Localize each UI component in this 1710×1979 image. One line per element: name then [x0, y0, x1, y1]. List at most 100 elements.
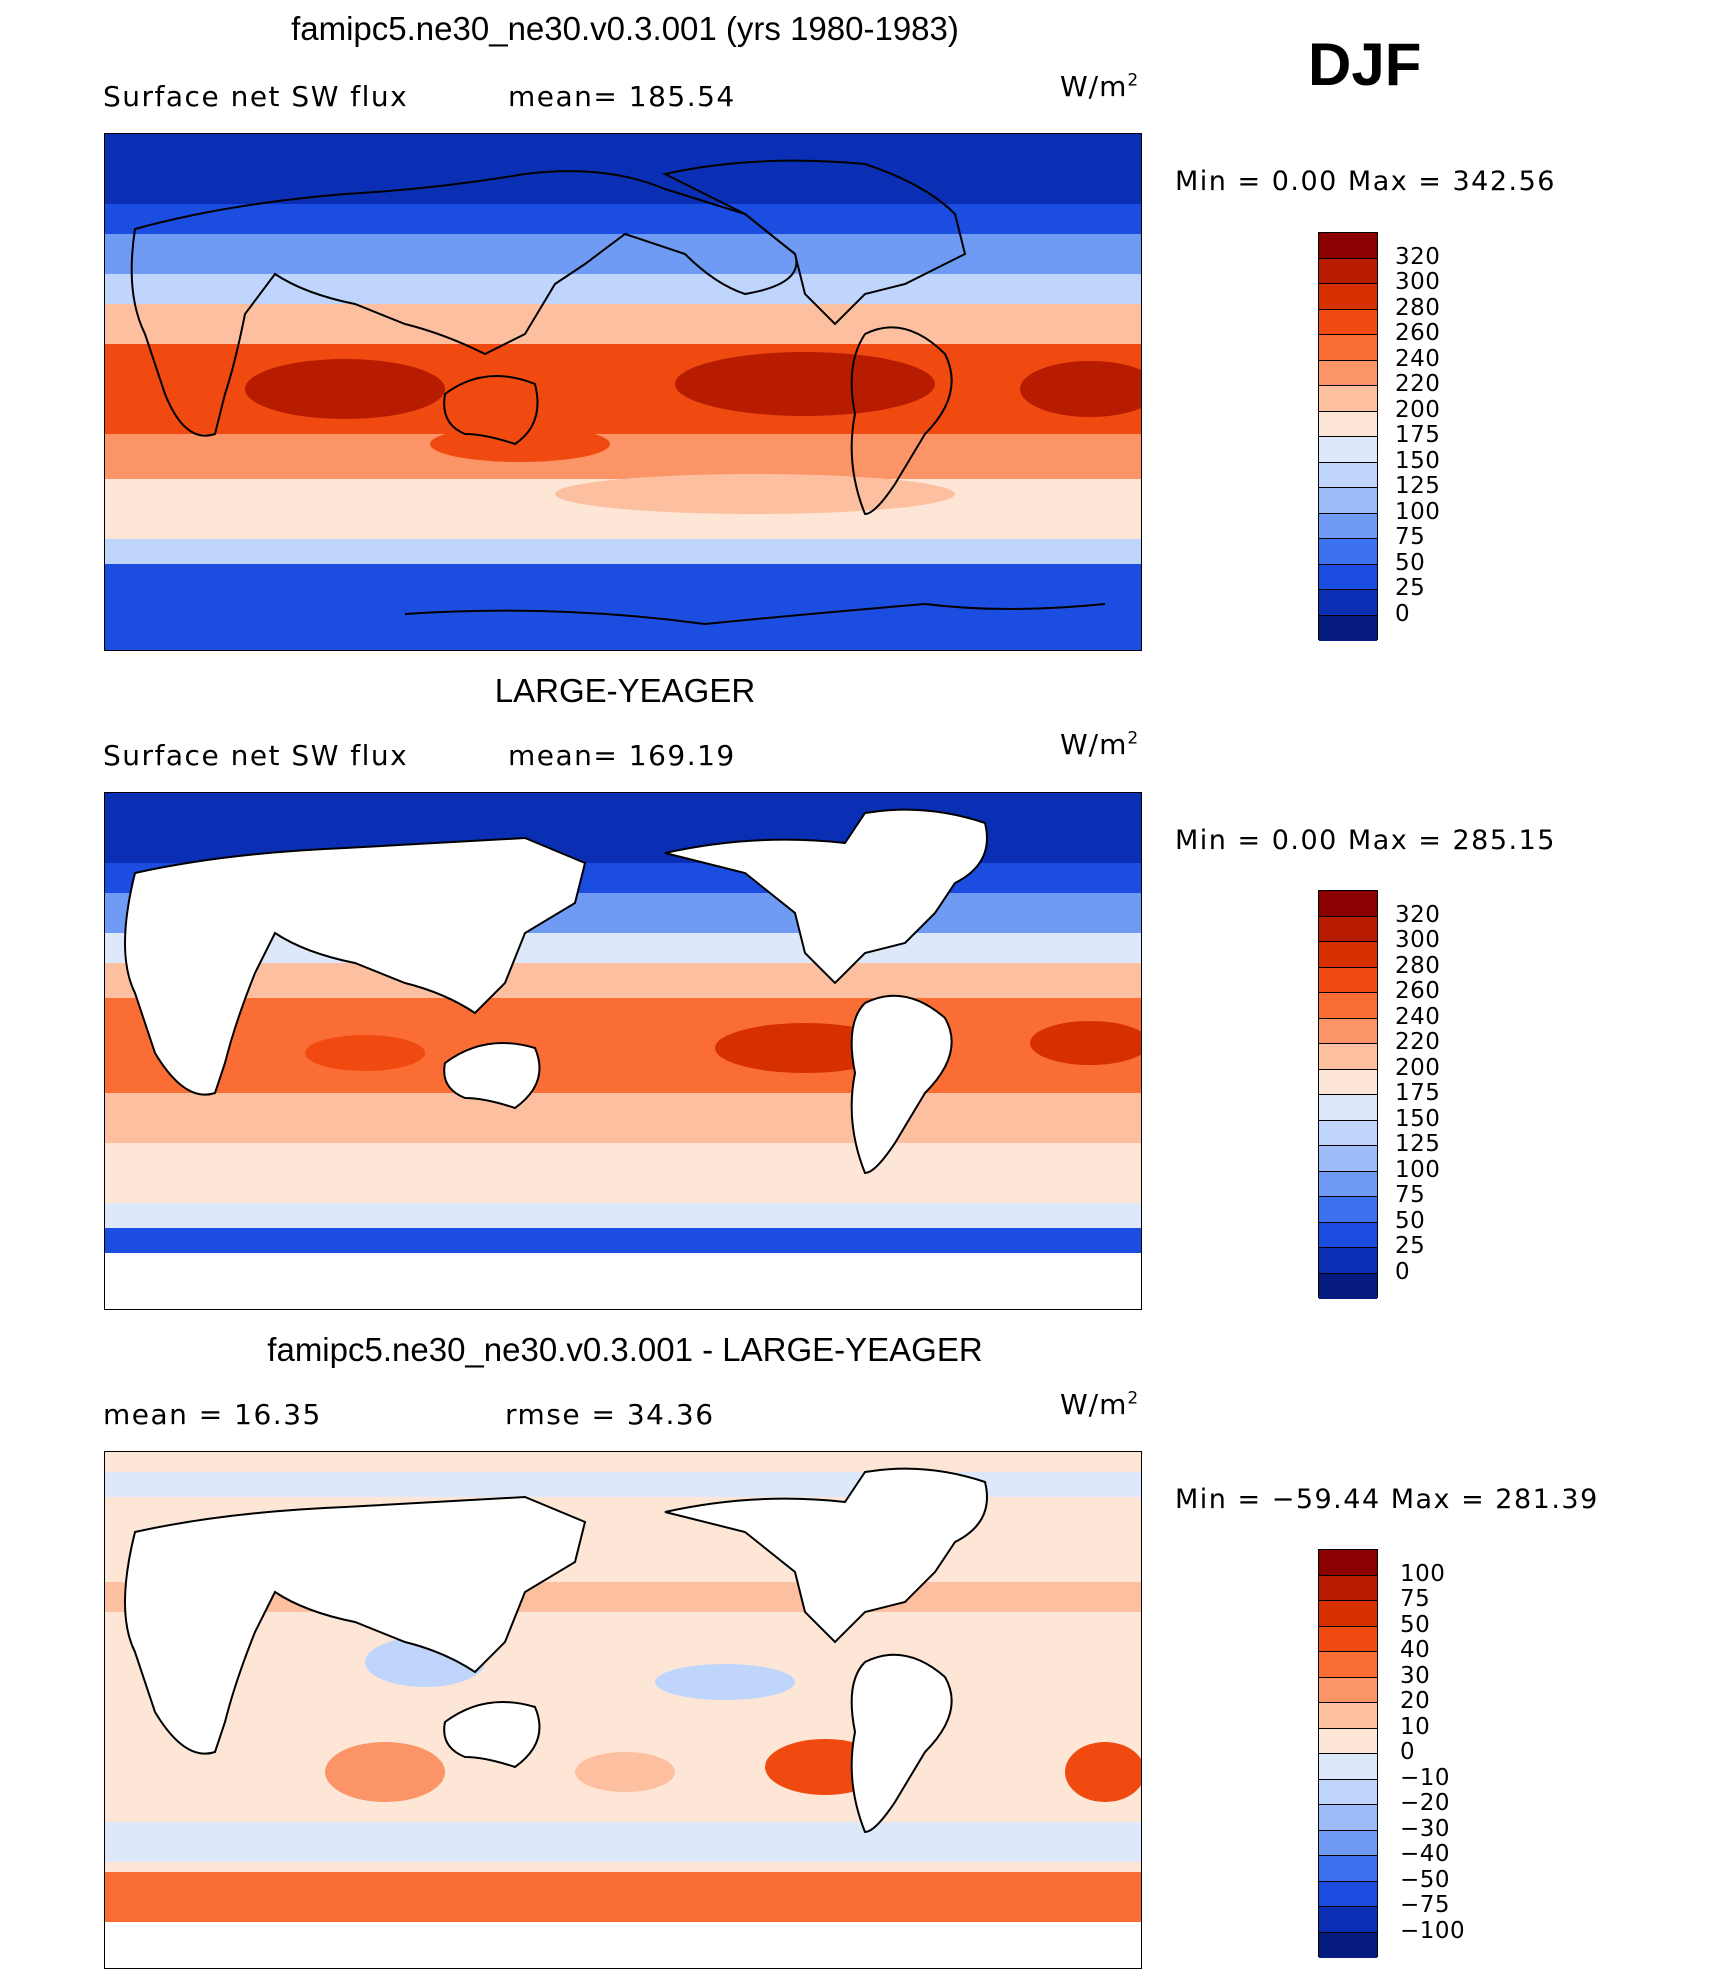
colorbar-swatch — [1319, 1754, 1377, 1780]
panel3-map — [104, 1451, 1142, 1969]
colorbar-tick-label: 0 — [1395, 1258, 1411, 1285]
panel1-map — [104, 133, 1142, 651]
colorbar-swatch — [1319, 233, 1377, 259]
colorbar-swatch — [1319, 258, 1377, 284]
colorbar-swatch — [1319, 1728, 1377, 1754]
colorbar-swatch — [1319, 1018, 1377, 1044]
colorbar-tick-label: −30 — [1400, 1815, 1451, 1842]
colorbar-swatch — [1319, 1197, 1377, 1223]
panel2-minmax: Min = 0.00 Max = 285.15 — [1175, 825, 1556, 856]
colorbar-swatch — [1319, 284, 1377, 310]
colorbar-tick-label: 0 — [1395, 600, 1411, 627]
colorbar-tick-label: 75 — [1395, 1182, 1426, 1208]
panel3-units: W/m2 — [1060, 1388, 1140, 1421]
colorbar-tick-label: 20 — [1400, 1688, 1431, 1714]
colorbar-swatch — [1319, 1044, 1377, 1070]
colorbar-swatch — [1319, 1273, 1377, 1299]
colorbar-swatch — [1319, 615, 1377, 641]
colorbar-swatch — [1319, 1222, 1377, 1248]
colorbar-tick-label: 300 — [1395, 927, 1441, 953]
colorbar-swatch — [1319, 1805, 1377, 1831]
panel1-minmax: Min = 0.00 Max = 342.56 — [1175, 166, 1556, 197]
panel3-title: famipc5.ne30_ne30.v0.3.001 - LARGE-YEAGE… — [267, 1331, 983, 1368]
panel3-minmax: Min = −59.44 Max = 281.39 — [1175, 1484, 1599, 1515]
colorbar-swatch — [1319, 386, 1377, 412]
colorbar-swatch — [1319, 1856, 1377, 1882]
colorbar-tick-label: 100 — [1395, 1156, 1441, 1183]
colorbar-tick-label: 175 — [1395, 1080, 1441, 1106]
colorbar-tick-label: 320 — [1395, 243, 1441, 270]
colorbar-tick-label: 125 — [1395, 1131, 1441, 1157]
panel2-mean-label: mean= 169.19 — [508, 739, 736, 772]
colorbar-swatch — [1319, 1171, 1377, 1197]
season-label: DJF — [1308, 31, 1422, 98]
colorbar-tick-label: 75 — [1395, 524, 1426, 550]
colorbar-swatch — [1319, 1932, 1377, 1958]
colorbar-swatch — [1319, 462, 1377, 488]
colorbar-tick-label: 280 — [1395, 952, 1441, 979]
colorbar-swatch — [1319, 1907, 1377, 1933]
colorbar-swatch — [1319, 437, 1377, 463]
colorbar-tick-label: −100 — [1400, 1917, 1466, 1944]
colorbar-tick-label: 280 — [1395, 294, 1441, 321]
colorbar-tick-label: 10 — [1400, 1713, 1431, 1740]
panel1-title: famipc5.ne30_ne30.v0.3.001 (yrs 1980-198… — [291, 10, 959, 47]
colorbar-tick-label: 200 — [1395, 396, 1441, 423]
colorbar-tick-label: 240 — [1395, 1003, 1441, 1030]
colorbar-swatch — [1319, 1779, 1377, 1805]
colorbar-swatch — [1319, 1677, 1377, 1703]
colorbar-tick-label: 300 — [1395, 269, 1441, 295]
colorbar-tick-label: 220 — [1395, 1029, 1441, 1055]
colorbar-swatch — [1319, 993, 1377, 1019]
colorbar-tick-label: 50 — [1400, 1611, 1431, 1638]
panel2-variable-label: Surface net SW flux — [103, 739, 409, 772]
colorbar-tick-label: 125 — [1395, 473, 1441, 499]
colorbar-swatch — [1319, 1550, 1377, 1576]
panel1-mean-label: mean= 185.54 — [508, 80, 736, 113]
colorbar-tick-label: −40 — [1400, 1841, 1451, 1867]
colorbar-swatch — [1319, 513, 1377, 539]
colorbar-swatch — [1319, 1626, 1377, 1652]
colorbar-swatch — [1319, 942, 1377, 968]
colorbar-tick-label: 30 — [1400, 1662, 1431, 1689]
colorbar-tick-label: 100 — [1395, 498, 1441, 525]
colorbar-swatch — [1319, 564, 1377, 590]
panel3-colorbar — [1318, 1549, 1378, 1958]
colorbar-tick-label: 200 — [1395, 1054, 1441, 1081]
panel3-mean-label: mean = 16.35 — [103, 1398, 322, 1431]
colorbar-tick-label: 40 — [1400, 1637, 1431, 1663]
colorbar-tick-label: 0 — [1400, 1739, 1416, 1765]
colorbar-tick-label: 260 — [1395, 978, 1441, 1004]
colorbar-swatch — [1319, 967, 1377, 993]
colorbar-tick-label: −75 — [1400, 1892, 1451, 1918]
colorbar-swatch — [1319, 1069, 1377, 1095]
colorbar-swatch — [1319, 488, 1377, 514]
colorbar-swatch — [1319, 916, 1377, 942]
colorbar-swatch — [1319, 539, 1377, 565]
colorbar-tick-label: −50 — [1400, 1866, 1451, 1893]
colorbar-swatch — [1319, 1881, 1377, 1907]
colorbar-swatch — [1319, 1120, 1377, 1146]
colorbar-swatch — [1319, 360, 1377, 386]
panel2-map — [104, 792, 1142, 1310]
colorbar-tick-label: 220 — [1395, 371, 1441, 397]
colorbar-tick-label: 175 — [1395, 422, 1441, 448]
panel1-variable-label: Surface net SW flux — [103, 80, 409, 113]
panel2-title: LARGE-YEAGER — [494, 672, 756, 709]
colorbar-tick-label: 260 — [1395, 320, 1441, 346]
colorbar-tick-label: −10 — [1400, 1764, 1451, 1791]
colorbar-swatch — [1319, 1830, 1377, 1856]
colorbar-swatch — [1319, 1601, 1377, 1627]
colorbar-tick-label: 50 — [1395, 1207, 1426, 1234]
panel2-colorbar — [1318, 890, 1378, 1299]
colorbar-tick-label: 100 — [1400, 1560, 1446, 1587]
colorbar-tick-label: 240 — [1395, 345, 1441, 372]
colorbar-swatch — [1319, 411, 1377, 437]
panel1-colorbar — [1318, 232, 1378, 641]
colorbar-swatch — [1319, 891, 1377, 917]
colorbar-swatch — [1319, 309, 1377, 335]
panel3-rmse-label: rmse = 34.36 — [505, 1398, 715, 1431]
panel2-units: W/m2 — [1060, 728, 1140, 761]
colorbar-tick-label: 25 — [1395, 1233, 1426, 1259]
colorbar-swatch — [1319, 1095, 1377, 1121]
